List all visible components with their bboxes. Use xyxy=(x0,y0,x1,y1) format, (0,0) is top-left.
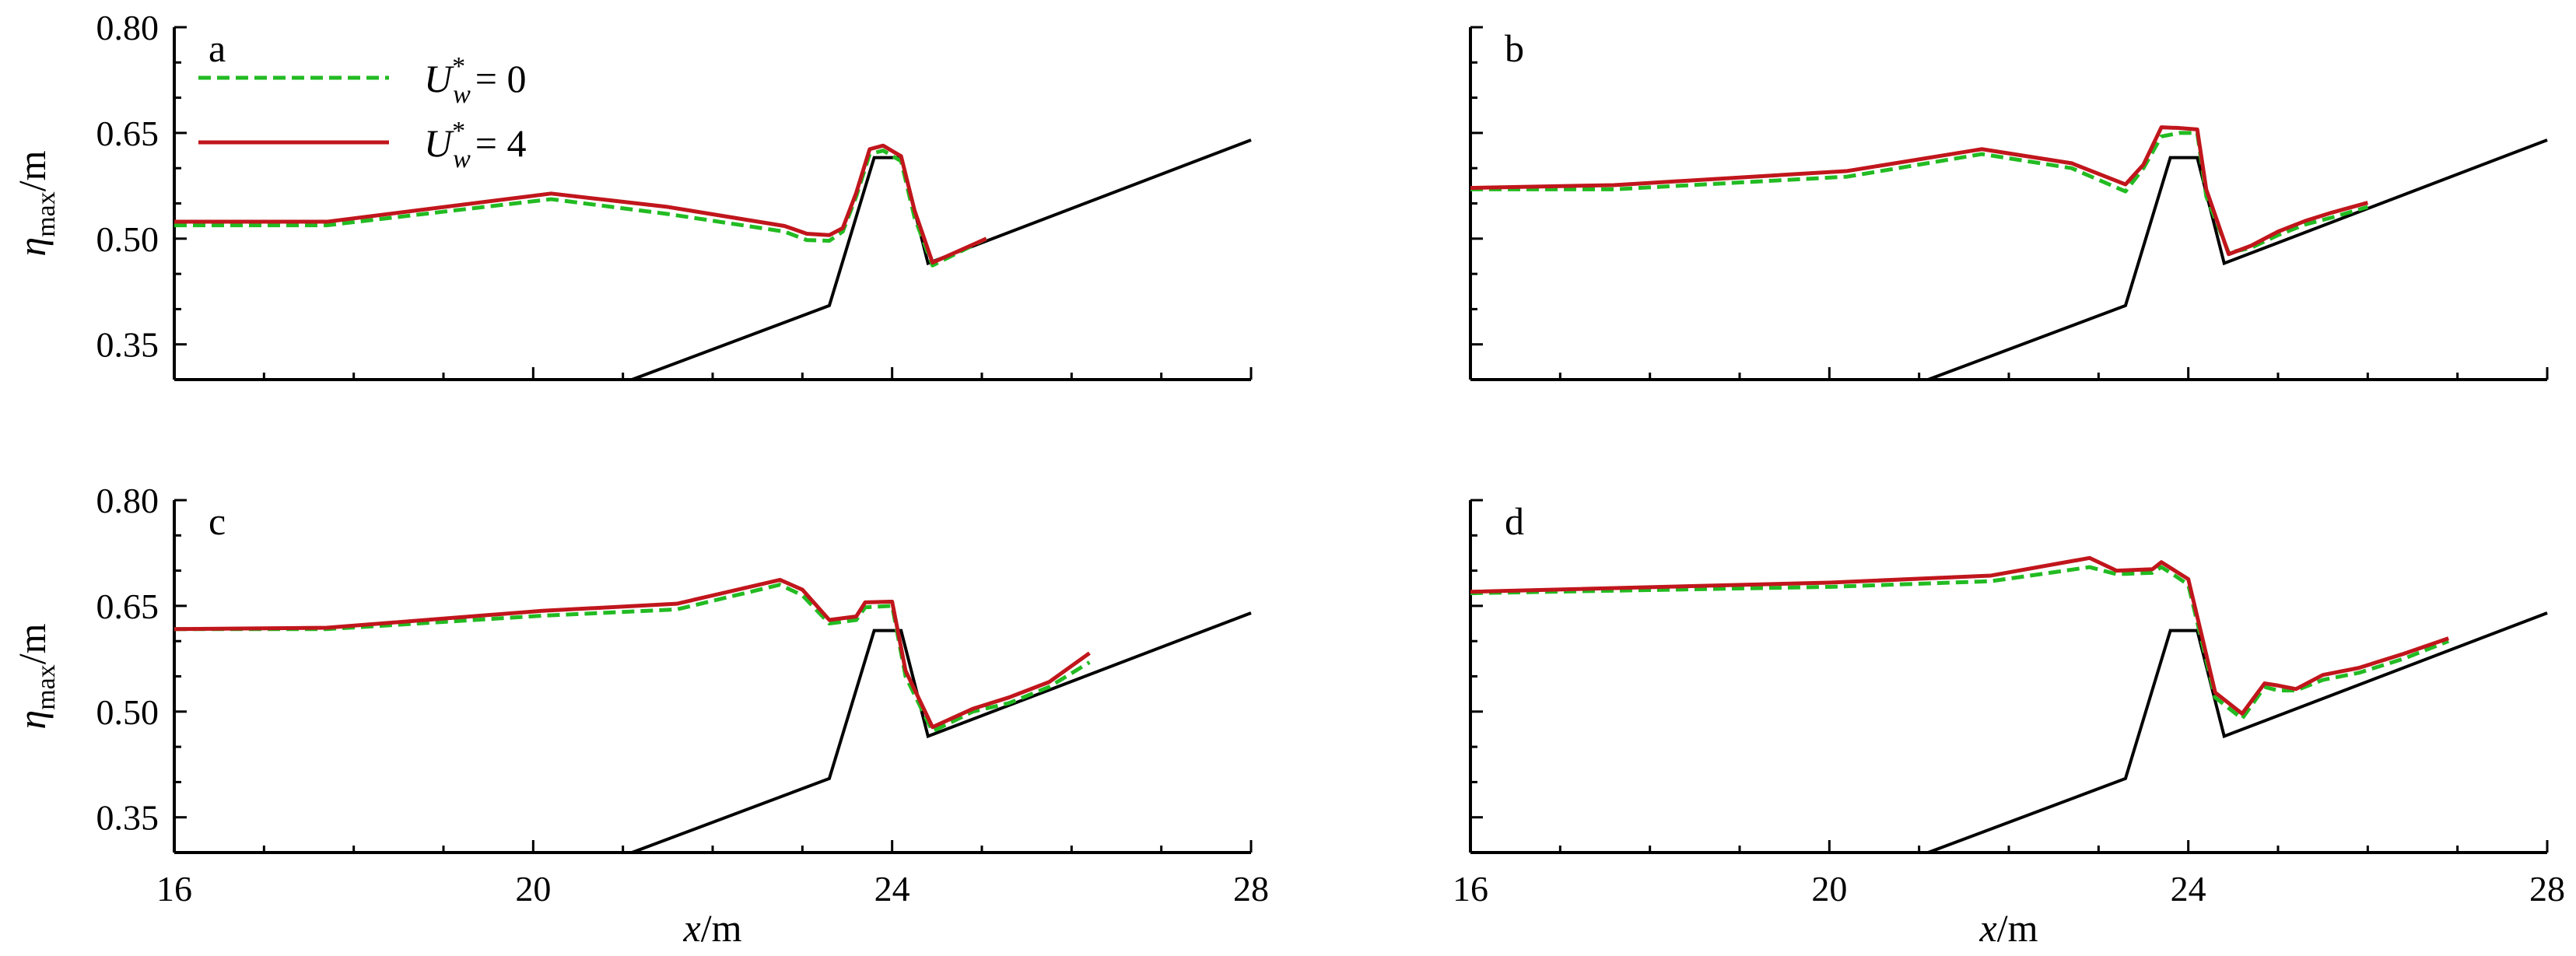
y-axis-title: ηmax/m xyxy=(10,623,61,729)
y-tick-label: 0.80 xyxy=(96,481,159,520)
x-tick-label: 16 xyxy=(1453,869,1488,909)
y-tick-label: 0.35 xyxy=(96,798,159,838)
legend-label-uw4: U* w = 4 xyxy=(424,117,527,173)
panel-d: 16 20 24 28 d xyxy=(1453,499,2565,909)
x-tick-label: 24 xyxy=(874,869,910,909)
panel-letter: a xyxy=(209,26,226,70)
bathymetry-line xyxy=(1927,611,2548,854)
x-tick-label: 24 xyxy=(2171,869,2206,909)
series-uw4-line xyxy=(173,577,1091,730)
x-tick-label: 28 xyxy=(1233,869,1269,909)
panel-letter: b xyxy=(1505,26,1524,70)
series-uw4-line xyxy=(1470,555,2449,716)
x-axis-title: x/m xyxy=(1979,906,2038,950)
y-tick-label: 0.65 xyxy=(96,587,159,626)
x-axis-title: x/m xyxy=(683,906,742,950)
bathymetry-line xyxy=(631,611,1252,854)
series-uw0-line xyxy=(174,583,1091,734)
panel-b: b xyxy=(1469,26,2549,381)
panel-a: 0.80 0.65 0.50 0.35 a xyxy=(96,8,1253,381)
x-tick-label: 20 xyxy=(515,869,551,909)
panels: 0.80 0.65 0.50 0.35 a b 0.80 0.65 0.50 0.35 16 20 24… xyxy=(96,8,2566,909)
series-uw4-line xyxy=(1470,125,2368,257)
series-uw0-line xyxy=(1470,131,2369,255)
x-tick-label: 28 xyxy=(2529,869,2565,909)
legend: U* w = 0 U* w = 4 xyxy=(198,52,527,173)
series-uw4-line xyxy=(174,143,987,265)
y-tick-label: 0.80 xyxy=(96,8,159,47)
panel-letter: c xyxy=(209,499,226,543)
x-tick-label: 20 xyxy=(1811,869,1847,909)
panel-c: 0.80 0.65 0.50 0.35 16 20 24 28 c xyxy=(96,481,1270,909)
y-tick-label: 0.50 xyxy=(96,219,159,259)
y-tick-label: 0.35 xyxy=(96,325,159,365)
x-tick-label: 16 xyxy=(156,869,192,909)
bathymetry-line xyxy=(1927,138,2548,381)
panel-letter: d xyxy=(1505,499,1524,543)
y-tick-label: 0.50 xyxy=(96,692,159,732)
x-axis-titles: x/m x/m xyxy=(683,906,2038,950)
legend-label-uw0: U* w = 0 xyxy=(424,52,527,109)
y-axis-title: ηmax/m xyxy=(10,150,61,256)
y-axis-titles: ηmax/m ηmax/m xyxy=(10,150,61,729)
y-tick-label: 0.65 xyxy=(96,114,159,153)
